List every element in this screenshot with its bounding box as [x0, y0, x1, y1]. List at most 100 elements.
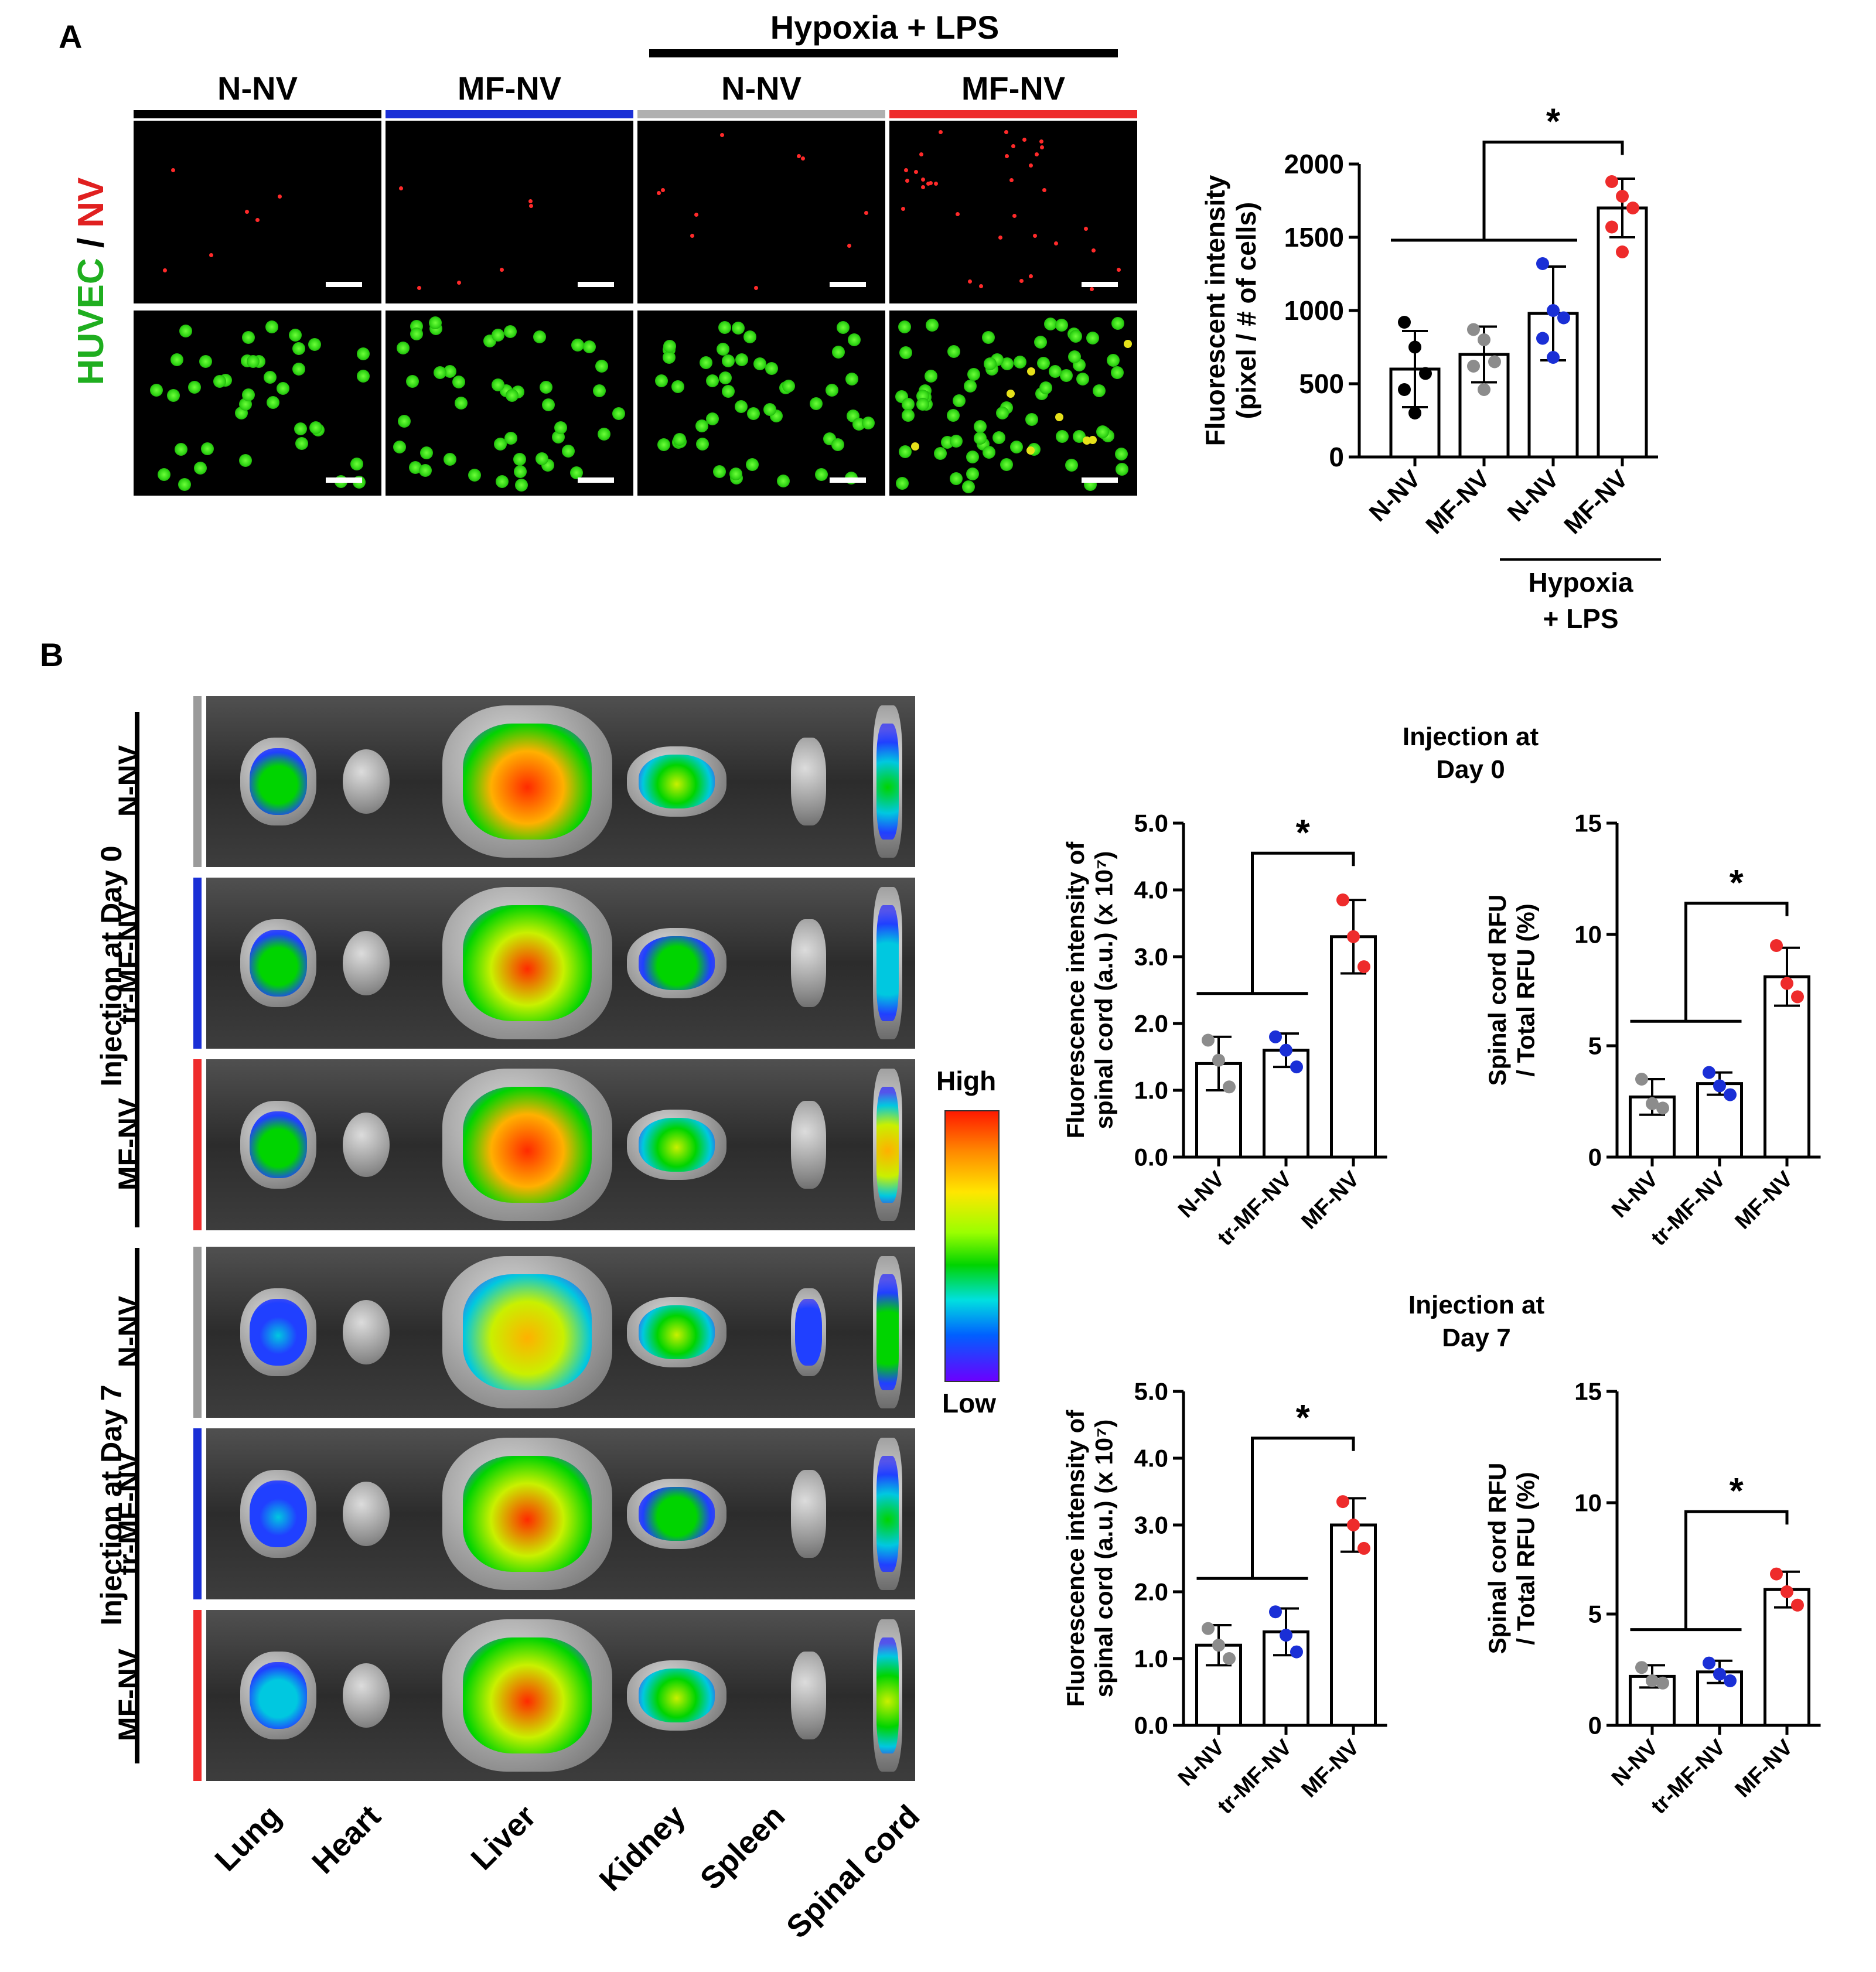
scale-bar	[326, 477, 362, 483]
nv-particle	[398, 186, 403, 191]
organ-label-3: Kidney	[592, 1798, 693, 1898]
y-tick-label: 1500	[1284, 222, 1344, 253]
huvec-cell	[782, 379, 795, 393]
huvec-cell	[513, 452, 527, 466]
nv-particle	[934, 181, 939, 186]
data-point	[1547, 304, 1560, 317]
row-color-bar-2	[193, 1059, 202, 1230]
y-axis-label-line: Spinal cord RFU	[1483, 895, 1511, 1086]
huvec-cell	[294, 422, 308, 436]
data-point	[1269, 1605, 1282, 1619]
organ-label-2: Liver	[464, 1798, 543, 1877]
organ-3	[627, 1660, 726, 1731]
y-tick-label: 5.0	[1134, 810, 1168, 837]
row-label-2: MF-NV	[112, 1097, 145, 1191]
y-tick-label: 15	[1574, 810, 1602, 837]
y-tick-label: 500	[1299, 369, 1344, 399]
row-color-bar-3	[193, 1247, 202, 1418]
organ-4	[791, 1101, 826, 1189]
nv-particle	[1083, 226, 1088, 231]
significance-star: *	[1296, 813, 1311, 853]
huvec-cell	[1072, 430, 1086, 443]
huvec-cell	[814, 468, 828, 481]
data-point	[1336, 893, 1349, 907]
fluorescence-signal	[249, 1111, 308, 1178]
huvec-cell	[963, 380, 977, 393]
significance-bracket	[1251, 851, 1355, 994]
huvec-cell	[1107, 354, 1120, 367]
huvec-cell	[541, 398, 555, 411]
huvec-cell	[1009, 441, 1023, 454]
y-tick-label: 3.0	[1134, 943, 1168, 971]
huvec-cell	[718, 320, 732, 334]
nv-particle	[801, 156, 806, 161]
data-point	[1770, 1567, 1783, 1581]
huvec-cell	[832, 345, 845, 359]
ivis-image-2	[206, 1059, 915, 1230]
column-color-bar-1	[386, 110, 633, 118]
fluorescence-signal	[876, 1087, 899, 1203]
huvec-cell	[716, 342, 729, 356]
nv-particle	[657, 191, 661, 196]
huvec-cell	[419, 446, 433, 460]
huvec-cell	[267, 396, 280, 410]
nv-particle	[1019, 278, 1024, 283]
huvec-cell	[612, 407, 626, 421]
huvec-cell	[514, 465, 527, 478]
column-label-3: MF-NV	[961, 70, 1066, 107]
huvec-cell	[428, 316, 442, 330]
data-point	[1336, 1495, 1349, 1509]
huvec-cell	[947, 345, 960, 359]
nv-particle	[913, 170, 918, 175]
organ-5	[873, 887, 902, 1039]
x-tick-label: tr-MF-NV	[1646, 1735, 1731, 1819]
huvec-cell	[241, 331, 255, 344]
bar	[1597, 206, 1648, 459]
nv-particle	[244, 209, 249, 214]
huvec-cell	[992, 431, 1006, 445]
huvec-cell	[505, 389, 519, 402]
nv-particle	[1090, 286, 1094, 291]
huvec-cell	[967, 368, 980, 381]
huvec-cell	[571, 339, 584, 352]
data-point	[1703, 1656, 1715, 1670]
data-point	[1781, 977, 1793, 990]
y-tick-label: 3.0	[1134, 1512, 1168, 1539]
huvec-cell	[595, 360, 608, 373]
huvec-cell	[946, 409, 960, 422]
fluorescence-signal	[249, 930, 308, 997]
organ-2	[442, 1069, 612, 1221]
nv-particle	[955, 211, 960, 216]
x-tick-label: N-NV	[1502, 465, 1564, 527]
huvec-cell	[292, 342, 305, 356]
nv-particle	[864, 210, 869, 215]
data-point	[1781, 1585, 1793, 1598]
data-point	[1408, 340, 1421, 354]
significance-star: *	[1730, 1471, 1744, 1512]
organ-5	[873, 1438, 902, 1590]
row-label-huvec-nv: HUVEC / NV	[70, 158, 117, 404]
colocalized-cell	[1026, 446, 1035, 455]
row-label-sep: /	[71, 227, 111, 258]
data-point	[1616, 245, 1629, 258]
huvec-cell	[535, 452, 549, 466]
huvec-cell	[540, 380, 553, 394]
organ-1	[343, 931, 390, 995]
huvec-cell	[1115, 463, 1128, 476]
huvec-cell	[845, 373, 858, 386]
ivis-image-1	[206, 878, 915, 1049]
huvec-cell	[494, 437, 507, 451]
huvec-cell	[397, 342, 410, 355]
y-tick-label: 1.0	[1134, 1645, 1168, 1673]
huvec-cell	[583, 340, 596, 353]
micrograph-nv-2	[637, 121, 885, 303]
data-point	[1223, 1080, 1236, 1094]
huvec-cell	[862, 416, 875, 429]
huvec-cell	[405, 374, 419, 388]
micrograph-nv-0	[134, 121, 381, 303]
y-axis-label-line: spinal cord (a.u.) (x 10⁷)	[1090, 851, 1117, 1130]
scale-high-label: High	[936, 1066, 997, 1096]
nv-particle	[1022, 138, 1026, 142]
data-point	[1724, 1088, 1737, 1101]
fluorescence-signal	[639, 1118, 715, 1172]
